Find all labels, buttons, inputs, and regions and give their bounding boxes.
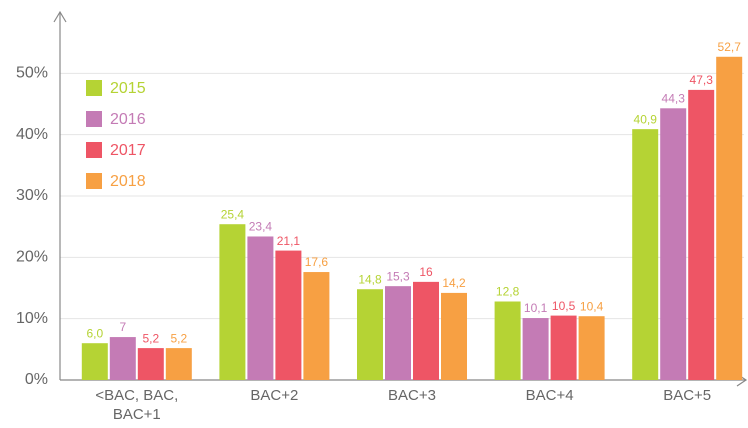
y-tick-label: 10%: [16, 310, 48, 327]
legend-label: 2018: [110, 173, 146, 190]
bar: [303, 272, 330, 380]
y-tick-label: 0%: [25, 371, 48, 388]
value-label: 40,9: [634, 112, 658, 126]
bar: [578, 316, 605, 380]
bar: [522, 318, 549, 380]
value-label: 10,1: [524, 301, 548, 315]
value-label: 21,1: [277, 234, 301, 248]
y-tick-label: 20%: [16, 249, 48, 266]
y-tick-label: 30%: [16, 187, 48, 204]
bar: [275, 250, 302, 380]
legend-label: 2017: [110, 142, 146, 159]
y-tick-label: 50%: [16, 65, 48, 82]
bar: [247, 236, 274, 380]
bar: [441, 292, 467, 380]
value-label: 14,2: [442, 276, 466, 290]
value-label: 12,8: [496, 285, 520, 299]
legend-swatch: [86, 173, 102, 189]
y-tick-label: 40%: [16, 126, 48, 143]
bar: [165, 348, 192, 380]
value-label: 7: [119, 320, 126, 334]
legend-swatch: [86, 142, 102, 158]
bar: [632, 129, 659, 380]
value-label: 44,3: [662, 91, 686, 105]
bar: [413, 281, 439, 380]
value-label: 6,0: [86, 326, 103, 340]
bar: [81, 343, 108, 380]
value-label: 17,6: [305, 255, 329, 269]
value-label: 23,4: [249, 220, 273, 234]
value-label: 5,2: [170, 331, 187, 345]
bar: [385, 286, 411, 380]
bar: [357, 289, 383, 380]
value-label: 25,4: [221, 207, 245, 221]
x-tick-label: BAC+3: [388, 387, 436, 404]
bar: [688, 89, 715, 380]
value-label: 14,8: [358, 272, 382, 286]
value-label: 5,2: [142, 331, 159, 345]
bar: [137, 348, 164, 380]
legend-label: 2016: [110, 111, 146, 128]
value-label: 52,7: [718, 40, 742, 54]
x-tick-label: BAC+4: [525, 387, 574, 404]
x-tick-label: <BAC, BAC, BAC+1: [95, 387, 179, 423]
value-label: 16: [419, 265, 433, 279]
bar: [716, 56, 743, 380]
bar: [219, 224, 246, 380]
legend-label: 2015: [110, 80, 146, 97]
value-label: 47,3: [690, 73, 714, 87]
legend-swatch: [86, 111, 102, 127]
value-label: 10,5: [552, 299, 576, 313]
value-label: 15,3: [386, 269, 410, 283]
bar: [109, 337, 136, 380]
legend-swatch: [86, 80, 102, 96]
y-axis-arrow: [53, 10, 67, 23]
value-label: 10,4: [580, 299, 604, 313]
bar: [550, 315, 577, 380]
x-tick-label: BAC+5: [663, 387, 712, 404]
bar: [660, 108, 687, 380]
bar: [494, 301, 521, 380]
x-tick-label: BAC+2: [250, 387, 299, 404]
